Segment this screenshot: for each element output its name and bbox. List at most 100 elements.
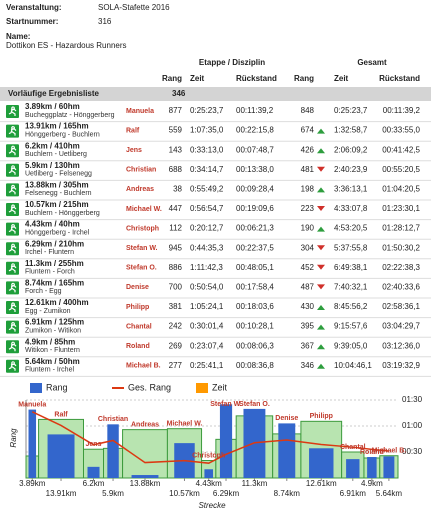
runner-icon	[6, 203, 19, 216]
start-label: Startnummer:	[6, 17, 58, 26]
bar-label: Roland	[360, 449, 384, 456]
trend-up	[317, 344, 325, 350]
cell: 00:08:06,3	[236, 341, 274, 350]
rank-bar	[278, 423, 296, 478]
runner-figure	[8, 282, 17, 293]
cell: 00:11:39,2	[383, 106, 421, 115]
cell: 452	[301, 263, 315, 272]
bar-label: Stefan W.	[210, 401, 242, 408]
cell: 4:33:07,8	[334, 204, 368, 213]
cell: 886	[169, 263, 183, 272]
rank-bar	[219, 404, 233, 478]
rank-bar	[87, 466, 100, 478]
runner: Michael B.	[126, 363, 161, 370]
x-tick-label: 12.61km	[306, 479, 337, 488]
course: 11.3km / 255hm	[25, 259, 84, 268]
cell: 1:07:35,0	[190, 126, 224, 135]
y2-tick-label: 01:30	[402, 395, 423, 404]
runner-figure	[8, 302, 17, 312]
course: 10.57km / 215hm	[25, 200, 89, 209]
runner-figure	[8, 224, 17, 234]
team-name: Dottikon ES - Hazardous Runners	[6, 41, 127, 50]
cell: 395	[301, 322, 315, 331]
cell: 7:40:32,1	[334, 283, 368, 292]
bar-label: Michael W.	[167, 421, 203, 428]
cell: 6:49:38,1	[334, 263, 368, 272]
cell: 00:55:20,5	[382, 165, 420, 174]
column-header: Rückstand	[236, 74, 277, 83]
runner: Chantal	[126, 323, 152, 330]
time-bar	[122, 429, 168, 479]
route: Uetliberg - Felsenegg	[25, 171, 92, 178]
runner-figure	[8, 106, 17, 116]
course: 5.64km / 50hm	[25, 357, 80, 366]
cell: 877	[169, 106, 183, 115]
runner-icon	[6, 340, 19, 354]
cell: 700	[169, 283, 183, 292]
cell: 00:18:03,6	[236, 302, 274, 311]
runner: Ralf	[126, 127, 140, 134]
course: 8.74km / 165hm	[25, 279, 84, 288]
event-label: Veranstaltung:	[6, 3, 62, 12]
cell: 0:30:01,4	[190, 322, 224, 331]
runner-figure	[8, 243, 17, 254]
runner-figure	[8, 165, 17, 175]
cell: 02:58:36,1	[382, 302, 420, 311]
cell: 10:04:46,1	[334, 361, 372, 370]
x-tick-label: 10.57km	[169, 489, 200, 498]
cell: 0:55:49,2	[190, 185, 224, 194]
cell: 269	[169, 341, 183, 350]
column-header: Zeit	[334, 74, 349, 83]
route: Fluntern - Irchel	[25, 367, 74, 374]
cell: 9:15:57,6	[334, 322, 368, 331]
cell: 674	[301, 126, 315, 135]
runner-icon	[6, 105, 19, 118]
route: Buchlern - Hönggerberg	[25, 210, 100, 217]
cell: 03:19:32,9	[382, 361, 420, 370]
cell: 00:33:55,0	[382, 126, 420, 135]
cell: 447	[169, 204, 183, 213]
runner-figure	[8, 184, 17, 195]
course: 6.29km / 210hm	[25, 239, 84, 248]
cell: 00:08:36,8	[236, 361, 274, 370]
legend-label: Zeit	[212, 382, 228, 392]
trend-up	[317, 226, 325, 232]
runner-icon	[6, 242, 19, 256]
rank-bar	[346, 459, 360, 478]
runner: Philipp	[126, 304, 149, 311]
route: Fluntern - Forch	[25, 269, 75, 276]
column-header: Zeit	[190, 74, 205, 83]
trend-down	[317, 206, 325, 211]
x-tick-label: 4.43km	[196, 479, 223, 488]
legend-swatch	[196, 383, 208, 393]
legend-label: Ges. Rang	[128, 382, 171, 392]
runner-figure	[8, 126, 17, 136]
cell: 0:56:54,7	[190, 204, 224, 213]
rank-bar	[367, 457, 377, 478]
rank-bar	[28, 409, 37, 478]
route: Zumikon - Witikon	[25, 327, 81, 334]
runner-icon	[6, 222, 19, 236]
cell: 0:25:41,1	[190, 361, 224, 370]
list-title: Vorläufige Ergebnisliste	[8, 89, 100, 98]
cell: 00:19:09,6	[236, 204, 274, 213]
bar-label: Stefan O.	[239, 401, 270, 408]
route: Egg - Zumikon	[25, 308, 71, 315]
cell: 5:37:55,8	[334, 243, 368, 252]
bar-label: Jens	[86, 441, 102, 448]
runner-figure	[8, 322, 17, 332]
runner-icon	[6, 144, 19, 158]
column-header: Rang	[162, 74, 182, 83]
cell: 559	[169, 126, 183, 135]
cell: 487	[301, 283, 315, 292]
bar-label: Philipp	[310, 413, 333, 420]
x-tick-label: 5.64km	[376, 489, 403, 498]
rank-bar	[47, 434, 75, 478]
x-tick-label: 6.2km	[83, 479, 105, 488]
cell: 1:05:24,1	[190, 302, 224, 311]
start-number: 316	[98, 17, 112, 26]
x-tick-label: 13.88km	[130, 479, 161, 488]
trend-up	[317, 187, 325, 193]
x-tick-label: 4.9km	[361, 479, 383, 488]
runner: Christian	[126, 167, 156, 174]
